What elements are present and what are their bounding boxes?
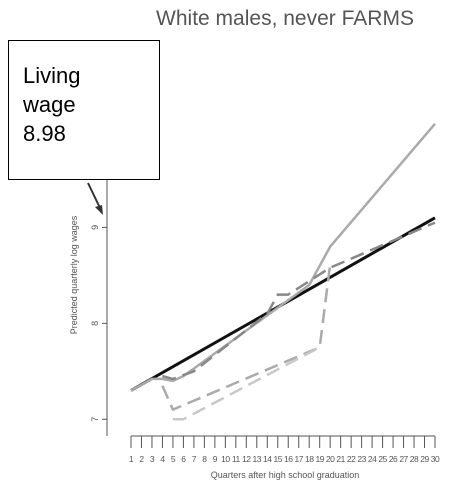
x-tick-label-8: 8 [202, 454, 207, 464]
x-tick-label-3: 3 [150, 454, 155, 464]
callout-line-2: wage [23, 92, 76, 117]
x-tick-label-17: 17 [294, 454, 303, 464]
x-tick-label-1: 1 [129, 454, 134, 464]
y-tick-label-9: 9 [90, 225, 100, 230]
series-line-2 [130, 122, 436, 392]
y-tick-label-8: 8 [90, 321, 100, 326]
x-tick-label-5: 5 [171, 454, 176, 464]
plot-area [130, 122, 436, 421]
x-tick-label-13: 13 [253, 454, 262, 464]
x-tick-label-14: 14 [263, 454, 272, 464]
callout-line-1: Living [23, 63, 81, 88]
x-tick-label-10: 10 [221, 454, 230, 464]
y-axis-label: Predicted quarterly log wages [69, 215, 79, 334]
x-tick-label-2: 2 [139, 454, 144, 464]
callout-arrow-line [87, 182, 101, 209]
x-tick-label-9: 9 [213, 454, 218, 464]
x-tick-label-27: 27 [399, 454, 408, 464]
callout-arrow-head [95, 205, 103, 215]
x-tick-label-19: 19 [315, 454, 324, 464]
x-tick-label-28: 28 [410, 454, 419, 464]
chart-title: White males, never FARMS [156, 7, 414, 30]
x-tick-label-7: 7 [192, 454, 197, 464]
series-line-5 [172, 346, 321, 421]
x-tick-label-24: 24 [368, 454, 377, 464]
x-tick-label-12: 12 [242, 454, 251, 464]
x-tick-label-6: 6 [181, 454, 186, 464]
callout-line-3: 8.98 [23, 121, 66, 146]
x-tick-label-16: 16 [284, 454, 293, 464]
x-axis-label: Quarters after high school graduation [211, 470, 360, 480]
x-tick-label-29: 29 [420, 454, 429, 464]
y-tick-label-7: 7 [90, 417, 100, 422]
series-line-3 [162, 221, 436, 381]
series-line-4 [161, 263, 332, 411]
x-tick-label-22: 22 [347, 454, 356, 464]
living-wage-callout: Living wage 8.98 [8, 40, 160, 180]
x-tick-label-20: 20 [326, 454, 335, 464]
x-tick-label-15: 15 [274, 454, 283, 464]
x-tick-label-30: 30 [431, 454, 440, 464]
x-tick-label-25: 25 [378, 454, 387, 464]
x-tick-label-23: 23 [357, 454, 366, 464]
x-tick-label-26: 26 [389, 454, 398, 464]
x-tick-label-21: 21 [336, 454, 345, 464]
x-tick-label-4: 4 [160, 454, 165, 464]
x-tick-label-11: 11 [232, 454, 241, 464]
x-tick-label-18: 18 [305, 454, 314, 464]
